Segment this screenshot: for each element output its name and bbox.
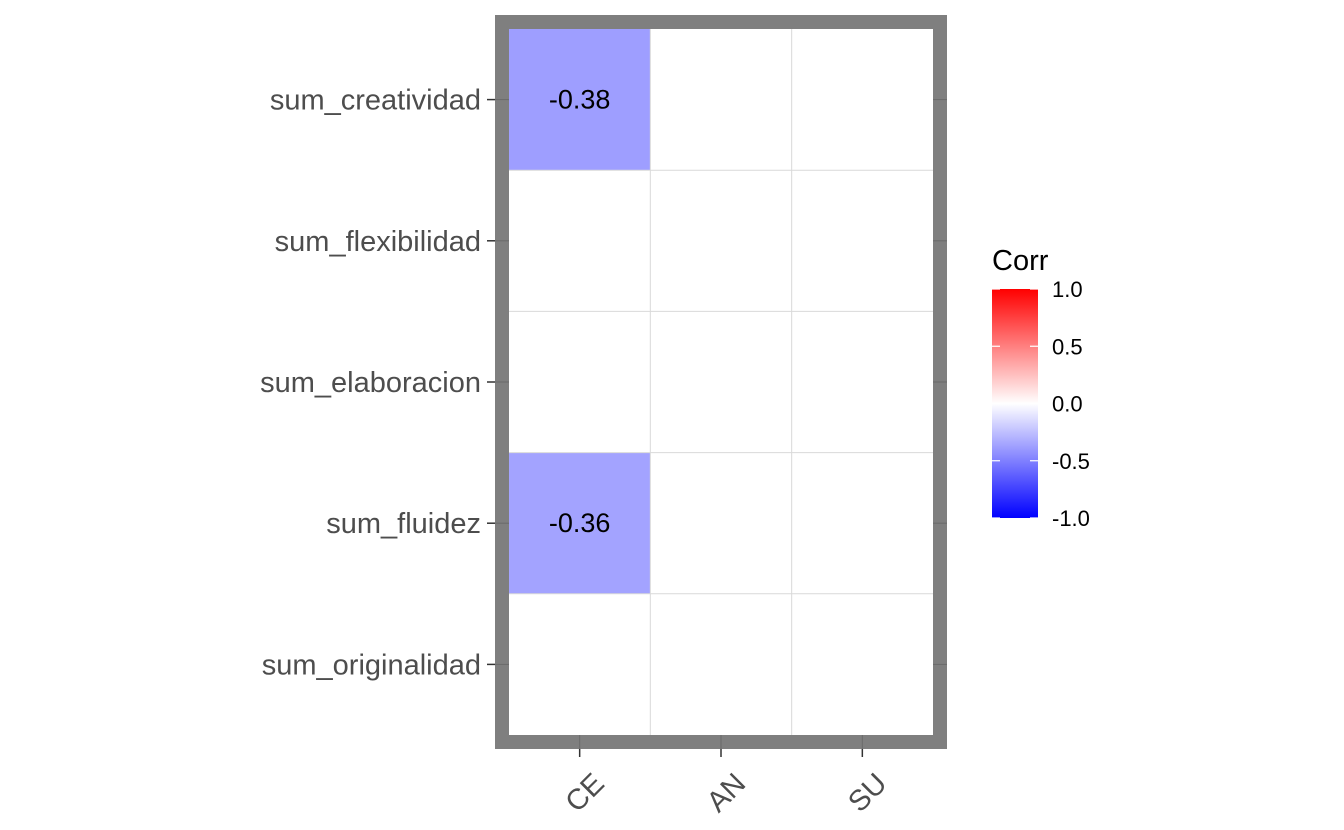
heatmap-cells — [509, 29, 651, 594]
legend: Corr 1.0 0.5 0.0 -0.5 -1.0 — [992, 245, 1090, 531]
cell-value-labels: -0.38 -0.36 — [549, 85, 611, 539]
cell-value-label: -0.38 — [549, 85, 611, 115]
heatmap-cell-CE-sum_fluidez — [509, 452, 651, 594]
cell-value-label: -0.36 — [549, 508, 611, 538]
y-tick-label: sum_flexibilidad — [275, 226, 481, 258]
x-axis-labels: CE AN SU — [560, 767, 894, 818]
panel-border — [495, 15, 947, 749]
y-tick-label: sum_fluidez — [326, 508, 481, 540]
axis-ticks — [487, 98, 864, 757]
legend-tick-label: 1.0 — [1052, 277, 1083, 302]
y-tick-label: sum_originalidad — [262, 649, 481, 681]
y-axis-labels: sum_creatividad sum_flexibilidad sum_elabo… — [260, 85, 481, 682]
x-tick-label: CE — [560, 767, 611, 818]
legend-tick-label: 0.0 — [1052, 392, 1083, 417]
legend-title: Corr — [992, 245, 1049, 277]
y-tick-label: sum_creatividad — [270, 85, 481, 117]
heatmap-cell-CE-sum_creatividad — [509, 29, 651, 171]
legend-tick-label: -0.5 — [1052, 449, 1090, 474]
legend-tick-label: -1.0 — [1052, 506, 1090, 531]
x-tick-label: SU — [842, 767, 893, 818]
x-tick-label: AN — [701, 767, 752, 818]
grid-lines — [509, 15, 933, 735]
y-tick-label: sum_elaboracion — [260, 367, 481, 399]
legend-tick-label: 0.5 — [1052, 334, 1083, 359]
